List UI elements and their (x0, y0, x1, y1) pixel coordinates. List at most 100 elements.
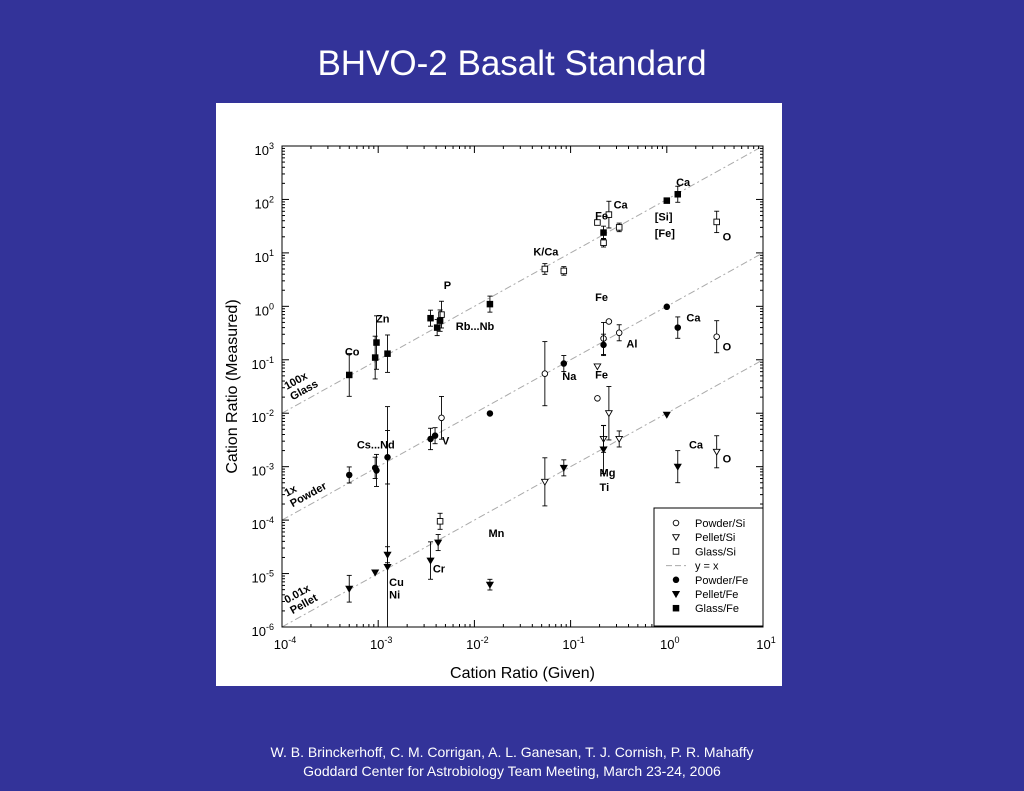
data-point (615, 436, 624, 444)
data-point (594, 219, 601, 226)
annotation-label: Na (562, 371, 577, 383)
data-point (605, 318, 613, 325)
annotation-label: Rb...Nb (456, 321, 495, 333)
annotation-label: P (444, 280, 451, 292)
data-point (486, 300, 494, 308)
legend-label: Powder/Fe (695, 575, 748, 587)
annotation-label: Cu (389, 577, 404, 589)
x-tick-label: 10-2 (466, 635, 488, 652)
annotation-label: Al (626, 338, 637, 350)
data-point (600, 229, 607, 236)
annotation-label: Ca (614, 199, 629, 211)
reference-line-0 (282, 146, 763, 414)
legend-marker (672, 576, 680, 584)
data-point (436, 518, 444, 525)
data-point (674, 324, 682, 331)
annotation-label: O (723, 341, 732, 353)
data-point (541, 265, 549, 273)
annotation-label: Fe (595, 292, 608, 304)
annotation-label: O (723, 453, 732, 465)
reference-line-2 (282, 359, 763, 627)
data-point (712, 448, 721, 456)
annotation-label: K/Ca (533, 246, 559, 258)
data-point (427, 314, 434, 322)
series-glass-si (436, 200, 720, 530)
data-point (593, 363, 602, 371)
data-point (345, 585, 354, 593)
annotation-label: V (442, 435, 450, 447)
annotation-label: Ni (389, 590, 400, 602)
data-point (345, 371, 353, 379)
annotation-label: Cr (433, 563, 446, 575)
y-tick-label: 10-1 (252, 355, 274, 372)
x-tick-label: 10-4 (274, 635, 296, 652)
series-pellet-si (540, 363, 721, 507)
data-point (486, 410, 494, 417)
chart-panel: 100x Glass 1x Powder 0.01x Pellet 10-4 10-3 10-2… (216, 103, 782, 686)
y-tick-label: 10-5 (252, 569, 274, 586)
footer-authors: W. B. Brinckerhoff, C. M. Corrigan, A. L… (270, 744, 754, 760)
y-axis-title: Cation Ratio (Measured) (224, 299, 241, 473)
x-tick-label: 10-1 (562, 635, 584, 652)
data-point (713, 333, 720, 340)
data-point (426, 557, 435, 565)
legend-marker (672, 604, 680, 612)
data-point (485, 581, 495, 589)
data-point (559, 464, 568, 472)
legend-marker (671, 591, 681, 599)
annotation-label: [Fe] (655, 228, 676, 240)
annotation-label: Ca (689, 439, 704, 451)
data-point (662, 411, 671, 419)
data-point (371, 354, 379, 361)
data-point (560, 267, 568, 275)
legend-label: y = x (695, 561, 719, 573)
slide-title: BHVO-2 Basalt Standard (317, 44, 707, 83)
legend-label: Glass/Fe (695, 603, 739, 615)
data-point (615, 329, 623, 337)
data-point (438, 414, 445, 422)
data-point (600, 239, 607, 246)
legend-label: Pellet/Si (695, 532, 735, 544)
data-point (345, 471, 353, 479)
reference-line-1 (282, 252, 763, 521)
footer-meeting: Goddard Center for Astrobiology Team Mee… (303, 763, 721, 779)
data-point (674, 191, 682, 198)
y-tick-label: 10-2 (252, 408, 274, 425)
annotation-label: Mg (600, 468, 616, 480)
data-point (615, 224, 623, 231)
annotation-label: Fe (595, 211, 608, 223)
data-point (436, 317, 444, 324)
data-point (663, 303, 671, 311)
data-point (600, 341, 607, 349)
x-axis-title: Cation Ratio (Given) (450, 665, 595, 682)
data-point (383, 563, 392, 572)
annotation-label: Fe (595, 369, 608, 381)
legend-label: Powder/Si (695, 518, 745, 530)
annotation-label: Zn (376, 313, 390, 325)
footer: W. B. Brinckerhoff, C. M. Corrigan, A. L… (0, 743, 1024, 781)
y-tick-label: 101 (255, 248, 274, 265)
data-point (384, 350, 391, 357)
y-tick-label: 102 (255, 194, 274, 211)
data-point (541, 370, 549, 377)
annotation-label: Ca (686, 313, 701, 325)
data-point (371, 569, 380, 577)
y-tick-label: 10-6 (252, 622, 274, 639)
data-point (599, 446, 608, 454)
legend-box (653, 507, 764, 627)
y-tick-label: 103 (255, 141, 274, 158)
data-point (604, 410, 613, 418)
data-point (560, 360, 568, 367)
legend-marker (672, 519, 680, 527)
legend-marker (672, 548, 680, 555)
data-point (373, 339, 380, 346)
annotation-label: Co (345, 347, 360, 359)
data-point (431, 432, 439, 439)
annotation-label: Cs...Nd (357, 439, 395, 451)
x-tick-label: 100 (660, 635, 679, 652)
annotation-label: Mn (488, 528, 504, 540)
